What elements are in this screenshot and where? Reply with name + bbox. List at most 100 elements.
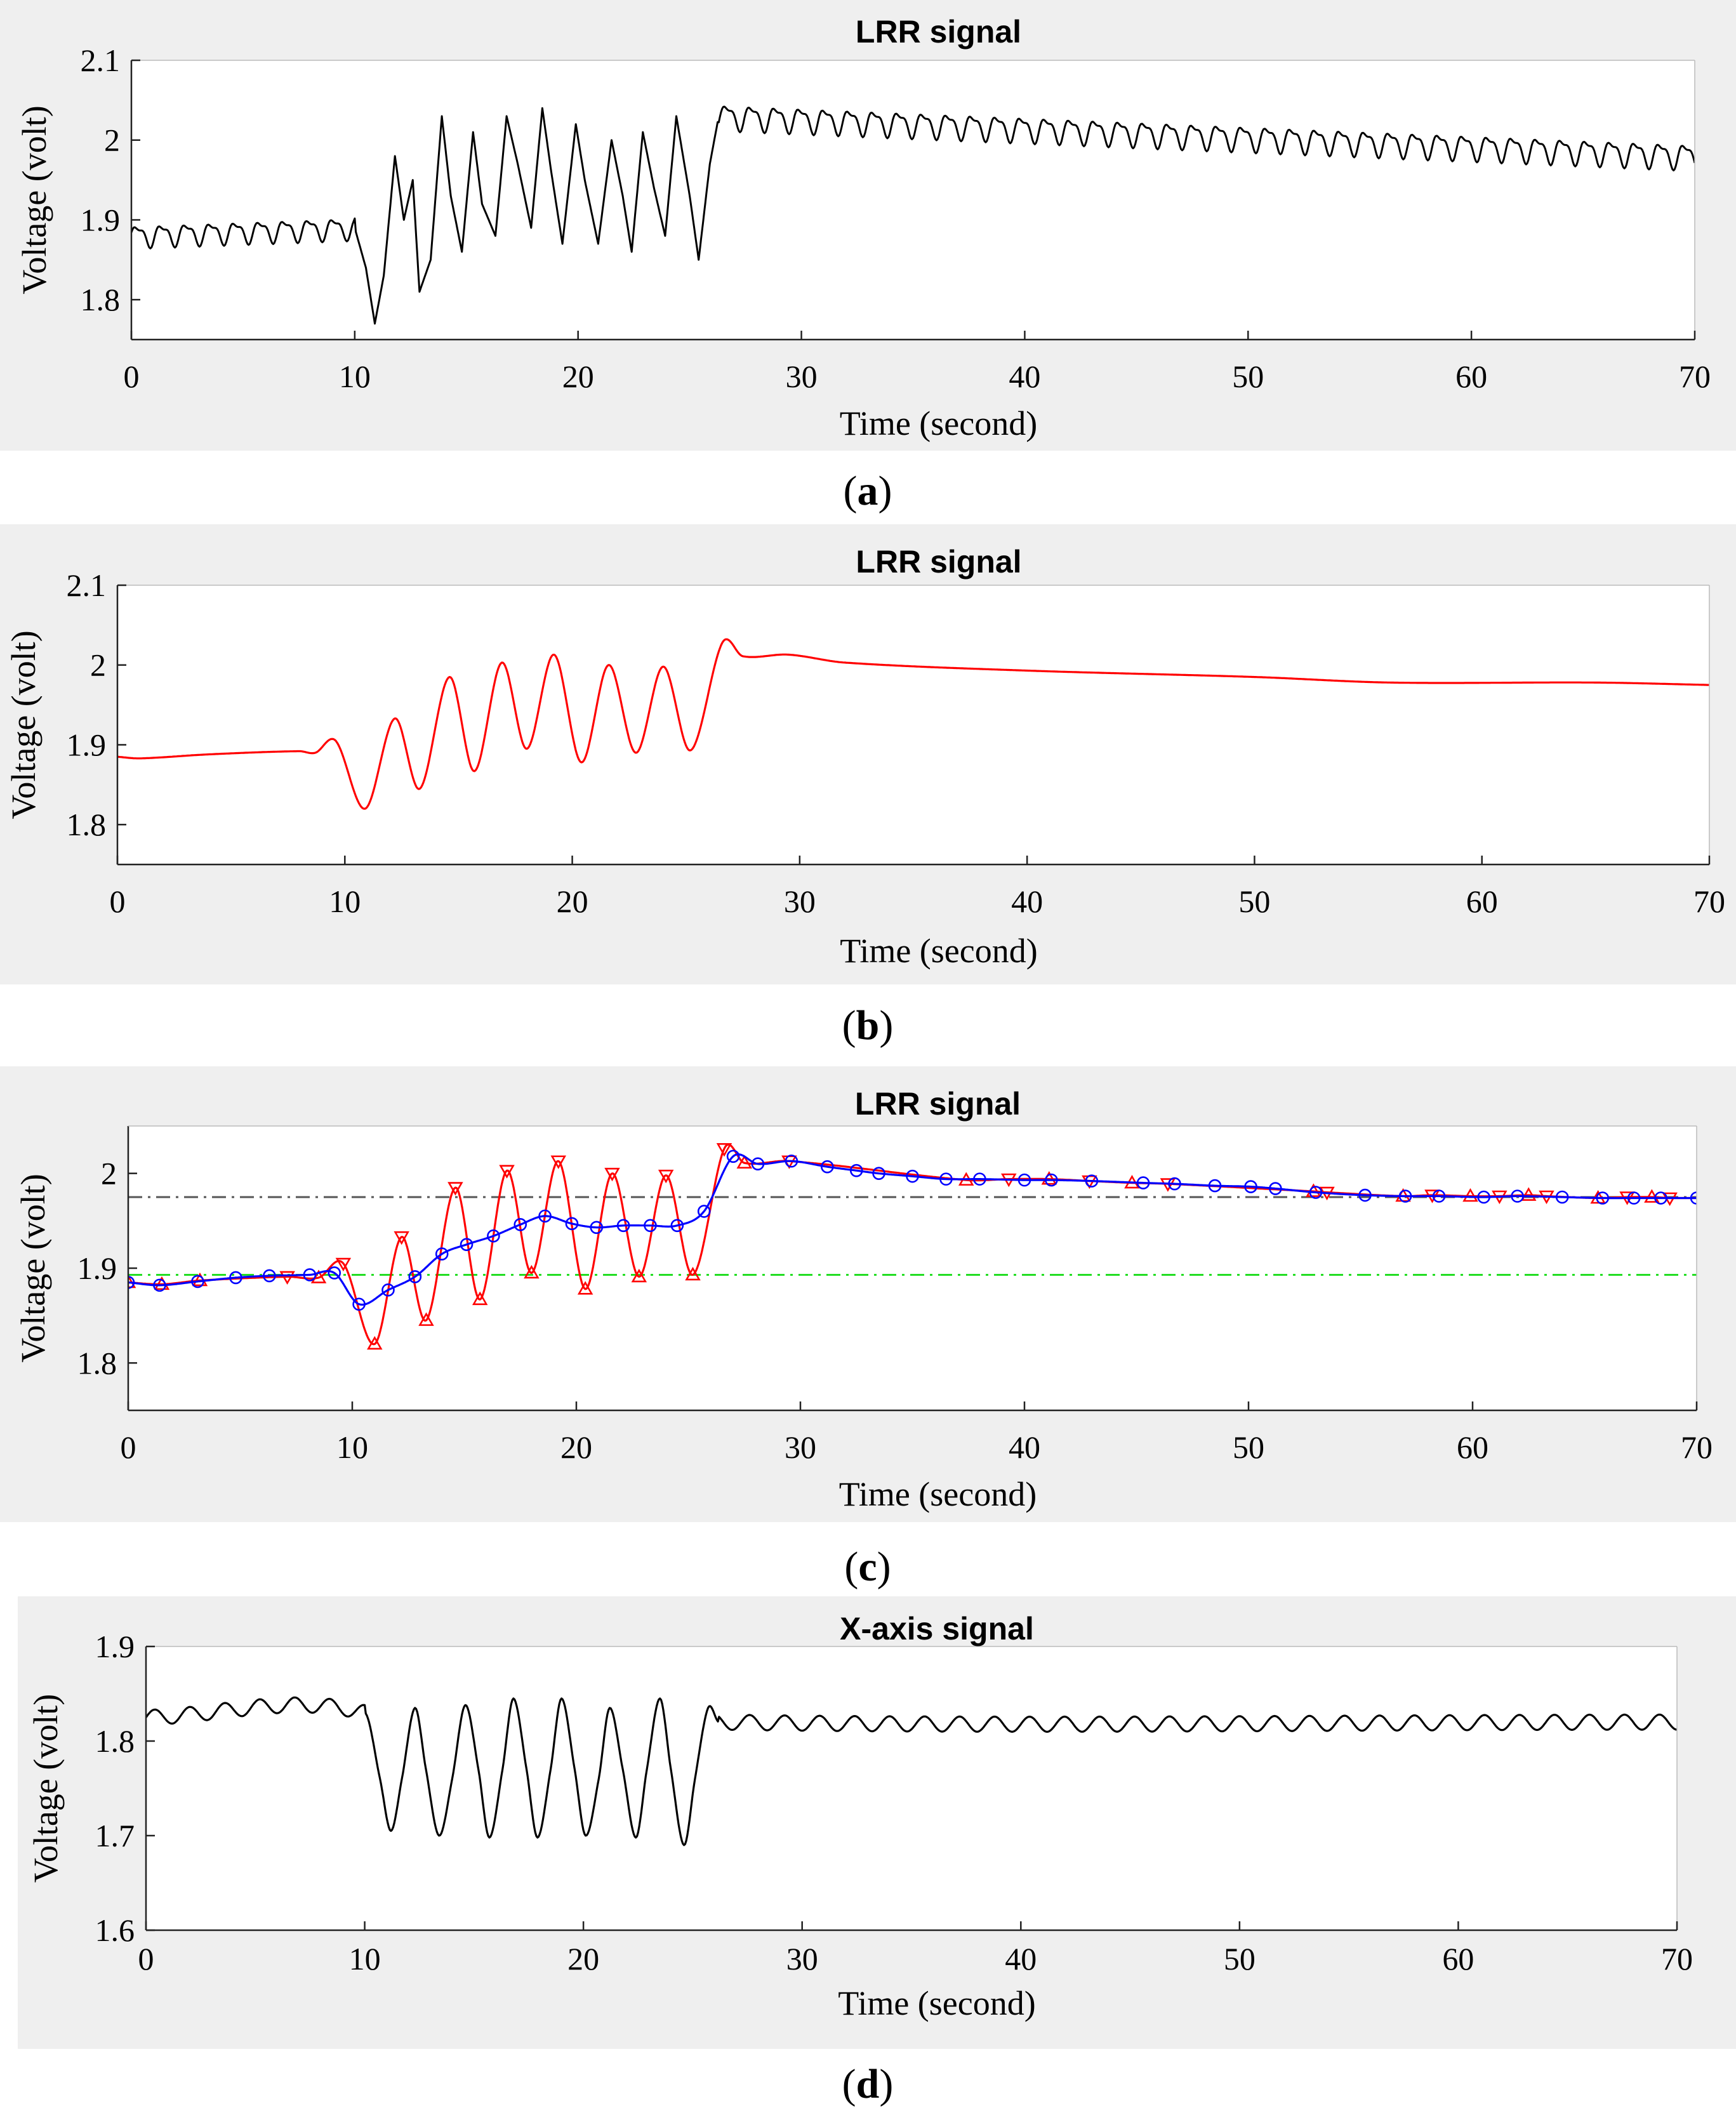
series-point [381, 1283, 395, 1297]
series-line-2 [128, 1153, 1697, 1306]
caption-letter: a [858, 468, 878, 514]
extremum-point [550, 1155, 567, 1169]
extremum-point [736, 1155, 752, 1169]
series-point [352, 1297, 366, 1311]
x-tick-label: 0 [124, 359, 140, 394]
x-axis-label: Time (second) [839, 1475, 1037, 1513]
data-layer [146, 1696, 1677, 1846]
extremum-point [716, 1143, 732, 1157]
series-point [670, 1219, 684, 1233]
series-point [460, 1238, 474, 1251]
plot-area [117, 585, 1709, 864]
series-point [1596, 1191, 1610, 1205]
x-tick-label: 70 [1661, 1941, 1693, 1977]
x-tick-label: 30 [785, 1429, 816, 1465]
extremum-point [604, 1167, 620, 1182]
y-axis-label: Voltage (volt) [27, 1694, 65, 1883]
caption-open: ( [842, 1002, 856, 1049]
extremum-point [524, 1264, 540, 1279]
series-point [1627, 1191, 1641, 1205]
series-point [565, 1217, 579, 1231]
series-point [697, 1205, 711, 1218]
y-tick-label: 1.8 [67, 807, 107, 842]
y-tick-label: 1.9 [81, 202, 121, 237]
series-point [1511, 1189, 1524, 1203]
extremum-point [447, 1182, 463, 1196]
panel-caption: (a) [844, 468, 892, 514]
chart-title: X-axis signal [840, 1611, 1034, 1646]
caption-open: ( [842, 2061, 856, 2107]
y-axis-label: Voltage (volt) [14, 1174, 52, 1362]
x-tick-label: 0 [138, 1941, 154, 1977]
series-point [644, 1219, 657, 1233]
x-axis-label: Time (second) [838, 1984, 1035, 2022]
series-point [1208, 1179, 1222, 1193]
caption-letter: c [858, 1544, 877, 1590]
x-tick-label: 30 [786, 1941, 818, 1977]
panel-caption: (b) [842, 1002, 894, 1049]
series-point [408, 1270, 422, 1283]
x-tick-label: 60 [1457, 1429, 1488, 1465]
extremum-point [335, 1257, 352, 1272]
data-layer [117, 638, 1709, 810]
series-point [821, 1160, 834, 1174]
series-point [973, 1172, 986, 1186]
series-point [726, 1149, 740, 1163]
panel-caption: (c) [844, 1544, 891, 1590]
x-tick-label: 10 [329, 884, 361, 919]
series-point [328, 1266, 341, 1280]
plot-area [128, 1126, 1697, 1410]
extremum-point [685, 1266, 701, 1281]
extremum-point [499, 1165, 515, 1179]
x-tick-label: 40 [1011, 884, 1043, 919]
series-point [785, 1154, 798, 1168]
series-point [1358, 1188, 1372, 1202]
extremum-point [367, 1335, 383, 1350]
extremum-point [472, 1291, 488, 1306]
series-point [1398, 1189, 1412, 1203]
series-point [849, 1163, 863, 1177]
extremum-point [128, 1274, 136, 1288]
series-point [1309, 1186, 1323, 1199]
x-tick-label: 70 [1693, 884, 1725, 919]
y-tick-label: 1.8 [77, 1345, 117, 1381]
x-tick-label: 40 [1009, 1429, 1040, 1465]
x-tick-label: 50 [1224, 1941, 1256, 1977]
series-point [1045, 1173, 1058, 1187]
series-point [1085, 1174, 1099, 1188]
chart-title: LRR signal [856, 14, 1021, 50]
series-point [872, 1167, 885, 1180]
caption-letter: d [856, 2061, 880, 2107]
x-tick-label: 10 [339, 359, 371, 394]
x-tick-label: 20 [557, 884, 588, 919]
y-tick-label: 1.8 [81, 282, 121, 317]
x-tick-label: 50 [1238, 884, 1270, 919]
chart-title: LRR signal [856, 544, 1021, 580]
extremum-point [631, 1268, 647, 1283]
x-tick-label: 0 [121, 1429, 136, 1465]
series-point [538, 1209, 552, 1223]
series-point [153, 1278, 166, 1292]
y-tick-label: 1.7 [95, 1818, 135, 1853]
y-tick-label: 1.9 [77, 1250, 117, 1286]
x-tick-label: 50 [1233, 1429, 1264, 1465]
x-tick-label: 50 [1232, 359, 1264, 394]
series-point [906, 1169, 919, 1183]
series-point [487, 1229, 500, 1243]
extremum-point [658, 1169, 674, 1184]
series-point [751, 1157, 765, 1171]
extremum-point [279, 1271, 295, 1285]
series-point [514, 1218, 527, 1231]
x-tick-label: 20 [562, 359, 594, 394]
x-tick-label: 60 [1442, 1941, 1474, 1977]
extremum-point [577, 1281, 593, 1295]
series-point [939, 1172, 953, 1186]
extremum-point [394, 1231, 409, 1245]
series-point [590, 1221, 604, 1235]
caption-letter: b [856, 1002, 880, 1049]
series-point [1555, 1190, 1569, 1204]
x-tick-label: 20 [560, 1429, 592, 1465]
series-line-1 [131, 105, 1695, 325]
series-point [263, 1269, 276, 1283]
